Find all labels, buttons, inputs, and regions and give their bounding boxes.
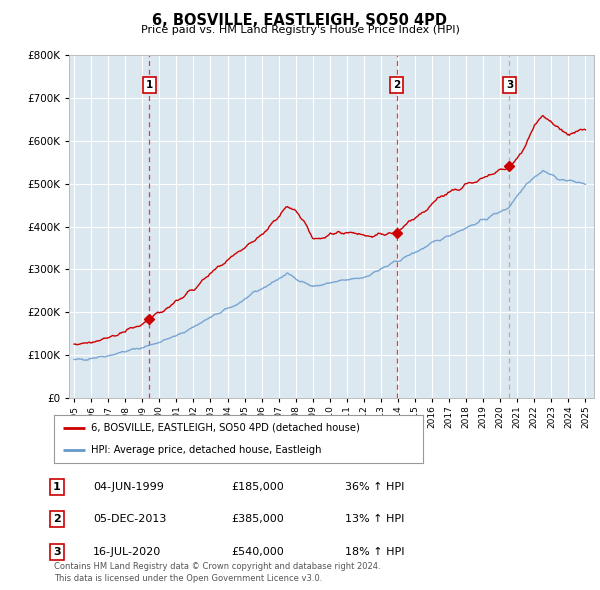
Text: £385,000: £385,000 bbox=[231, 514, 284, 524]
Text: 16-JUL-2020: 16-JUL-2020 bbox=[93, 547, 161, 556]
Text: Contains HM Land Registry data © Crown copyright and database right 2024.
This d: Contains HM Land Registry data © Crown c… bbox=[54, 562, 380, 583]
Text: 2: 2 bbox=[53, 514, 61, 524]
Text: 2: 2 bbox=[393, 80, 400, 90]
Text: 1: 1 bbox=[146, 80, 153, 90]
Text: 05-DEC-2013: 05-DEC-2013 bbox=[93, 514, 166, 524]
Text: 36% ↑ HPI: 36% ↑ HPI bbox=[345, 482, 404, 491]
Text: 6, BOSVILLE, EASTLEIGH, SO50 4PD (detached house): 6, BOSVILLE, EASTLEIGH, SO50 4PD (detach… bbox=[91, 423, 360, 433]
Text: 3: 3 bbox=[53, 547, 61, 556]
Text: 3: 3 bbox=[506, 80, 513, 90]
Text: 6, BOSVILLE, EASTLEIGH, SO50 4PD: 6, BOSVILLE, EASTLEIGH, SO50 4PD bbox=[152, 13, 448, 28]
Text: HPI: Average price, detached house, Eastleigh: HPI: Average price, detached house, East… bbox=[91, 445, 322, 455]
Text: 18% ↑ HPI: 18% ↑ HPI bbox=[345, 547, 404, 556]
Text: 04-JUN-1999: 04-JUN-1999 bbox=[93, 482, 164, 491]
Text: £540,000: £540,000 bbox=[231, 547, 284, 556]
Text: 13% ↑ HPI: 13% ↑ HPI bbox=[345, 514, 404, 524]
Text: £185,000: £185,000 bbox=[231, 482, 284, 491]
Text: 1: 1 bbox=[53, 482, 61, 491]
Text: Price paid vs. HM Land Registry's House Price Index (HPI): Price paid vs. HM Land Registry's House … bbox=[140, 25, 460, 35]
